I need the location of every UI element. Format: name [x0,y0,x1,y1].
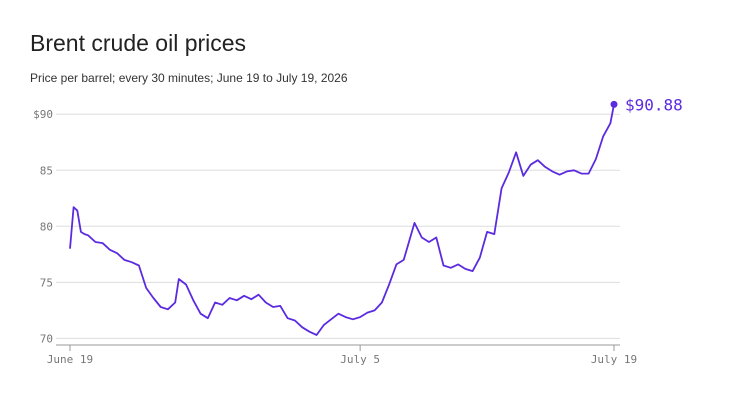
y-tick-label-2: 80 [40,220,53,233]
y-tick-label-4: 70 [40,332,53,345]
end-value-label: $90.88 [625,95,683,114]
x-axis: June 19 July 5 July 19 [47,344,637,366]
y-tick-label-0: $90 [33,108,53,121]
chart-title: Brent crude oil prices [30,30,247,56]
x-tick-label-1: July 5 [340,353,380,366]
chart-subtitle: Price per barrel; every 30 minutes; June… [30,71,348,85]
y-axis: $90 85 80 75 70 [33,108,53,345]
end-point-dot [610,100,618,108]
series-layer [69,104,615,336]
end-marker: $90.88 [610,95,683,114]
y-tick-label-1: 85 [40,164,53,177]
x-tick-label-2: July 19 [591,353,637,366]
x-tick-label-0: June 19 [47,353,93,366]
grid-lines [56,113,620,339]
y-tick-label-3: 75 [40,276,53,289]
series-line-0 [69,104,615,336]
